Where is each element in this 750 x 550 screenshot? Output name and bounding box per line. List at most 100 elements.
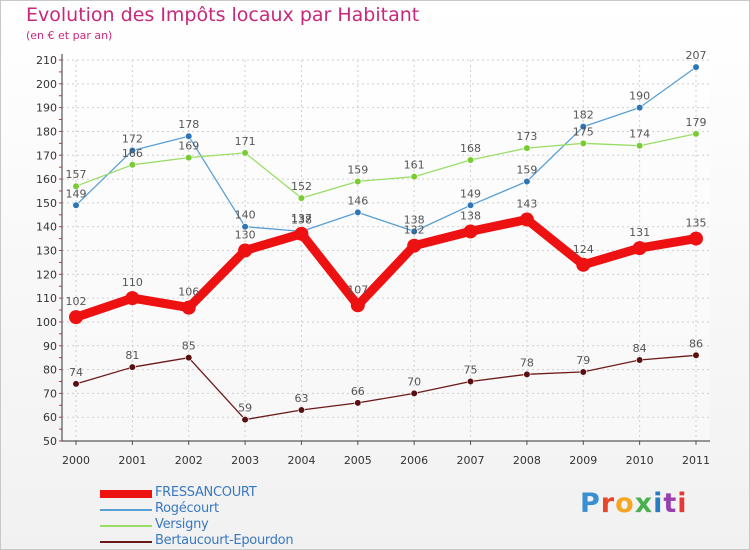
data-label: 86 [689,337,703,350]
x-tick-label: 2010 [626,454,654,467]
data-point [523,177,531,186]
y-tick-label: 160 [36,173,57,186]
data-point [238,243,253,258]
data-label: 159 [516,163,537,176]
legend-label: Versigny [155,517,209,532]
data-label: 138 [291,213,312,226]
data-label: 161 [404,159,425,172]
data-label: 107 [347,283,368,296]
data-point [241,149,249,157]
y-tick-label: 100 [36,316,57,329]
data-point [128,363,136,371]
data-point [185,132,193,140]
data-point [407,238,422,253]
data-label: 152 [291,180,312,193]
data-label: 157 [66,168,87,181]
data-point [692,351,700,359]
data-point [523,370,531,378]
data-label: 149 [66,187,87,200]
data-label: 146 [347,194,368,207]
data-point [185,154,193,162]
data-point [692,63,700,71]
data-label: 85 [182,340,196,353]
data-point [297,194,306,202]
data-point [410,389,418,397]
data-point [241,223,249,231]
data-label: 81 [125,349,139,362]
data-label: 143 [516,198,537,211]
y-tick-label: 120 [36,268,57,281]
data-point [466,156,475,164]
series-line-bertaucourt-epourdon [75,354,697,421]
y-tick-label: 210 [36,54,57,67]
data-label: 59 [238,402,252,415]
data-point [72,182,80,190]
data-label: 166 [122,147,143,160]
data-point [354,208,362,216]
y-tick-label: 70 [43,387,57,400]
data-point [636,356,644,364]
legend-swatch-bertaucourt-epourdon [100,541,152,543]
data-label: 171 [235,135,256,148]
data-label: 131 [629,226,650,239]
data-point [579,123,587,131]
y-tick-label: 130 [36,245,57,258]
y-tick-label: 170 [36,149,57,162]
x-tick-label: 2007 [457,454,485,467]
data-point [579,368,587,376]
x-tick-label: 2009 [569,454,597,467]
logo-letter: P [580,488,601,519]
y-tick-label: 90 [43,340,57,353]
data-label: 174 [629,128,650,141]
y-tick-label: 140 [36,221,57,234]
series-line-versigny [75,133,697,199]
x-tick-label: 2003 [231,454,259,467]
data-point [241,415,249,424]
data-point [523,144,531,152]
legend-swatch-fressancourt [100,490,152,498]
data-label: 138 [404,213,425,226]
data-label: 168 [460,142,481,155]
data-point [466,201,475,209]
data-label: 178 [178,118,199,131]
proxiti-logo: Proxiti [580,488,688,519]
x-tick-label: 2004 [287,454,315,467]
data-point [69,310,83,325]
data-label: 140 [235,209,256,222]
data-point [692,130,700,138]
x-tick-label: 2011 [682,454,710,467]
series-line-fressancourt [71,215,701,322]
data-label: 159 [347,163,368,176]
data-label: 79 [576,354,590,367]
data-label: 63 [294,392,308,405]
data-point [125,291,140,306]
data-point [350,298,365,313]
data-point [519,212,534,227]
data-label: 106 [178,286,199,299]
data-label: 175 [573,125,594,138]
data-label: 182 [573,109,594,122]
logo-letter: i [677,488,688,519]
data-point [636,142,644,150]
data-label: 172 [122,132,143,145]
data-point [72,201,80,209]
y-tick-label: 50 [43,435,57,448]
data-label: 110 [122,276,143,289]
x-tick-label: 2002 [175,454,203,467]
data-label: 149 [460,187,481,200]
y-tick-label: 80 [43,364,57,377]
data-label: 179 [686,116,707,129]
data-point [410,227,418,236]
y-tick-label: 60 [43,411,57,424]
logo-letter: o [615,488,635,519]
data-label: 66 [351,385,365,398]
legend-swatch-rogecourt [100,509,152,511]
series-line-rogécourt [75,66,697,233]
legend-label: Rogécourt [155,501,219,516]
logo-letter: i [653,488,664,519]
data-point [466,377,475,386]
y-tick-label: 180 [36,125,57,138]
logo-letter: x [634,488,654,519]
data-label: 75 [464,363,478,376]
